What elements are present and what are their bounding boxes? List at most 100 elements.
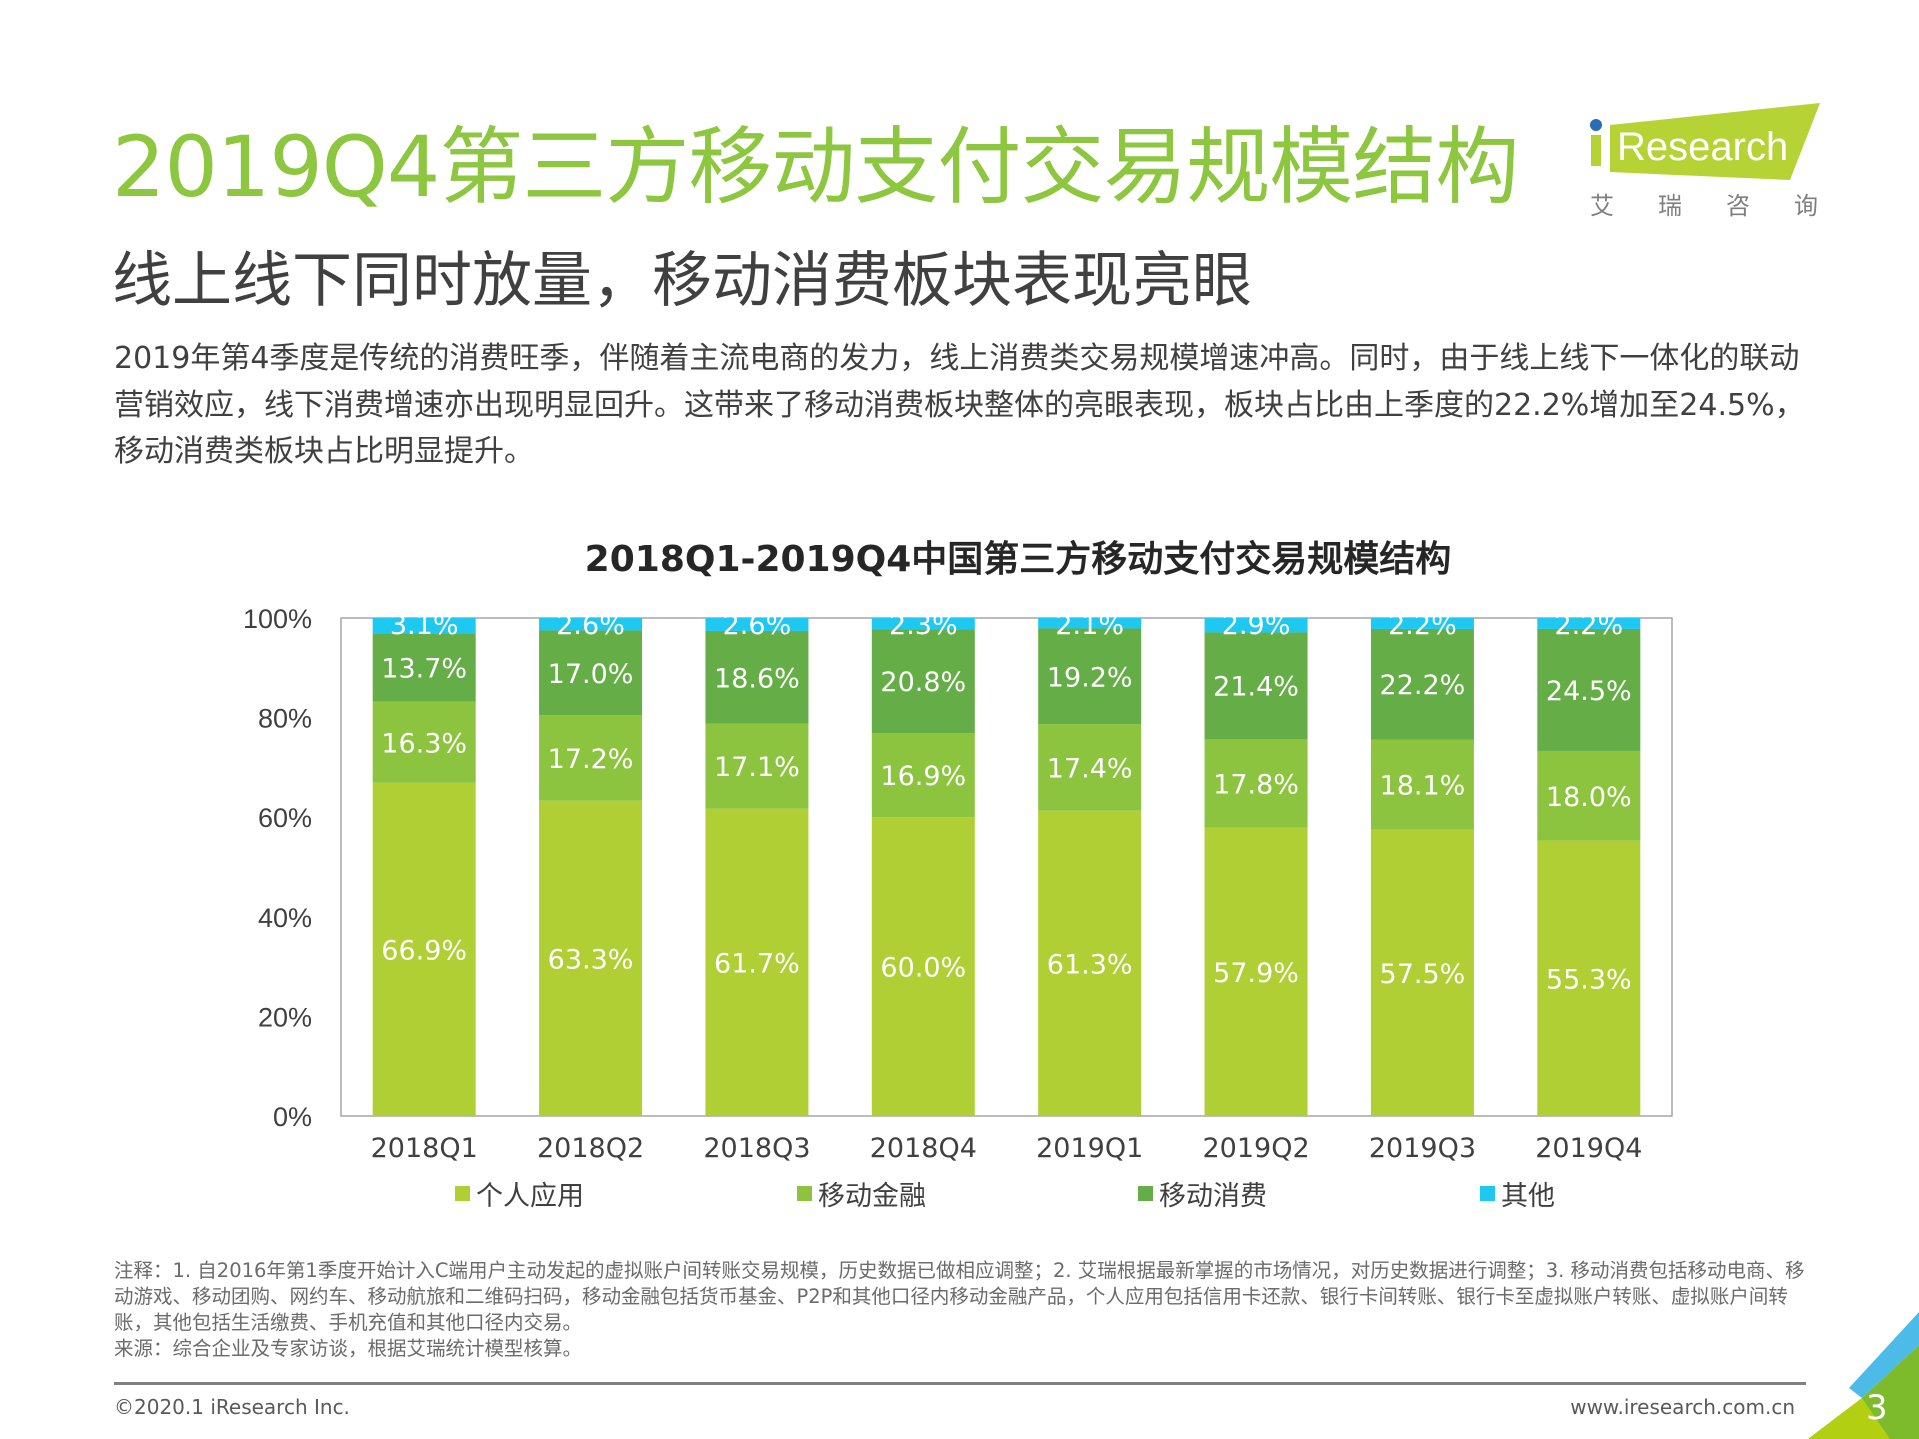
bar-segment-移动金融 — [1537, 750, 1641, 841]
bar-segment-移动金融 — [1204, 739, 1308, 828]
bar-segment-移动金融 — [705, 723, 809, 809]
bar-segment-移动消费 — [1204, 632, 1308, 740]
legend-swatch — [455, 1186, 470, 1201]
x-tick-label: 2018Q4 — [870, 1133, 977, 1164]
data-label: 2.6% — [723, 610, 792, 641]
bar-segment-其他 — [372, 618, 476, 634]
page-subtitle: 线上线下同时放量，移动消费板块表现亮眼 — [112, 246, 1252, 316]
bar-segment-个人应用 — [1204, 827, 1308, 1116]
bar-segment-移动金融 — [871, 733, 975, 818]
data-label: 2.2% — [1555, 610, 1624, 641]
bar-segment-移动消费 — [539, 630, 643, 716]
logo-dot — [1590, 119, 1602, 131]
data-label: 17.4% — [1047, 753, 1133, 784]
bar-segment-其他 — [539, 618, 643, 631]
bar-segment-个人应用 — [1537, 840, 1641, 1116]
logo-chinese-text: 艾瑞咨询 — [1590, 192, 1862, 220]
bar-segment-其他 — [1537, 618, 1641, 629]
legend-label: 移动消费 — [1159, 1181, 1267, 1212]
data-label: 2.1% — [1055, 610, 1124, 641]
logo-i-stem — [1591, 135, 1601, 166]
legend-label: 移动金融 — [818, 1181, 926, 1212]
data-label: 2.2% — [1388, 610, 1457, 641]
y-tick-label: 0% — [273, 1102, 312, 1132]
x-tick-label: 2019Q4 — [1535, 1133, 1642, 1164]
x-tick-label: 2018Q2 — [537, 1133, 644, 1164]
bar-segment-其他 — [1370, 618, 1474, 629]
data-label: 3.1% — [390, 610, 459, 641]
data-label: 55.3% — [1546, 964, 1632, 995]
bar-segment-移动消费 — [871, 629, 975, 734]
data-label: 18.1% — [1380, 771, 1466, 802]
bar-segment-个人应用 — [372, 782, 476, 1116]
bar-segment-移动金融 — [539, 715, 643, 801]
corner-decoration — [1808, 1312, 1919, 1439]
x-tick-label: 2019Q2 — [1202, 1133, 1309, 1164]
data-label: 2.3% — [889, 610, 958, 641]
data-label: 17.0% — [548, 659, 634, 690]
bar-segment-移动消费 — [372, 633, 476, 702]
data-label: 16.3% — [381, 728, 467, 759]
data-label: 13.7% — [381, 654, 467, 685]
bar-segment-个人应用 — [539, 800, 643, 1116]
data-label: 61.3% — [1047, 949, 1133, 980]
data-label: 61.7% — [714, 948, 800, 979]
footer-divider — [114, 1382, 1806, 1385]
data-label: 17.1% — [714, 752, 800, 783]
plot-frame — [340, 617, 1673, 1117]
data-label: 57.9% — [1213, 958, 1299, 989]
copyright: ©2020.1 iResearch Inc. — [114, 1395, 350, 1419]
bar-segment-移动消费 — [705, 630, 809, 724]
notes: 注释：1. 自2016年第1季度开始计入C端用户主动发起的虚拟账户间转账交易规模… — [114, 1258, 1814, 1362]
bar-segment-移动消费 — [1370, 628, 1474, 740]
bar-segment-移动消费 — [1038, 628, 1142, 725]
y-tick-label: 100% — [243, 604, 312, 634]
x-tick-label: 2018Q1 — [371, 1133, 478, 1164]
legend-swatch — [1480, 1186, 1495, 1201]
data-label: 2.6% — [556, 610, 625, 641]
legend-item: 其他 — [1480, 1174, 1555, 1213]
bar-segment-其他 — [871, 618, 975, 630]
y-tick-label: 80% — [258, 704, 312, 734]
y-tick-label: 20% — [258, 1002, 312, 1032]
data-label: 60.0% — [880, 953, 966, 984]
bar-segment-移动金融 — [1370, 739, 1474, 830]
page-title: 2019Q4第三方移动支付交易规模结构 — [112, 118, 1519, 216]
website-link[interactable]: www.iresearch.com.cn — [1570, 1395, 1795, 1419]
data-label: 24.5% — [1546, 676, 1632, 707]
bar-segment-其他 — [1038, 618, 1142, 629]
data-label: 21.4% — [1213, 672, 1299, 703]
page-number: 3 — [1866, 1388, 1888, 1428]
bar-segment-其他 — [1204, 618, 1308, 633]
legend-item: 移动消费 — [1138, 1174, 1267, 1213]
x-tick-label: 2018Q3 — [703, 1133, 810, 1164]
legend-swatch — [797, 1186, 812, 1201]
iresearch-logo: Research — [1585, 100, 1825, 180]
data-label: 20.8% — [880, 667, 966, 698]
logo-banner — [1610, 103, 1820, 180]
data-label: 22.2% — [1380, 670, 1466, 701]
bar-segment-移动金融 — [1038, 724, 1142, 811]
chart-title: 2018Q1-2019Q4中国第三方移动支付交易规模结构 — [584, 539, 1452, 580]
data-label: 66.9% — [381, 935, 467, 966]
source-text: 来源：综合企业及专家访谈，根据艾瑞统计模型核算。 — [114, 1337, 583, 1360]
data-label: 16.9% — [880, 761, 966, 792]
svg-text:Research: Research — [1617, 125, 1788, 169]
data-label: 17.8% — [1213, 769, 1299, 800]
data-label: 18.0% — [1546, 782, 1632, 813]
data-label: 2.9% — [1222, 610, 1291, 641]
y-tick-label: 60% — [258, 803, 312, 833]
bar-segment-其他 — [705, 618, 809, 631]
legend-swatch — [1138, 1186, 1153, 1201]
legend-label: 其他 — [1501, 1181, 1555, 1212]
x-tick-label: 2019Q1 — [1036, 1133, 1143, 1164]
x-tick-label: 2019Q3 — [1369, 1133, 1476, 1164]
data-label: 57.5% — [1380, 959, 1466, 990]
legend-label: 个人应用 — [476, 1181, 584, 1212]
note-text: 注释：1. 自2016年第1季度开始计入C端用户主动发起的虚拟账户间转账交易规模… — [114, 1259, 1805, 1334]
bar-segment-个人应用 — [705, 808, 809, 1116]
bar-segment-个人应用 — [1370, 829, 1474, 1116]
data-label: 19.2% — [1047, 662, 1133, 693]
